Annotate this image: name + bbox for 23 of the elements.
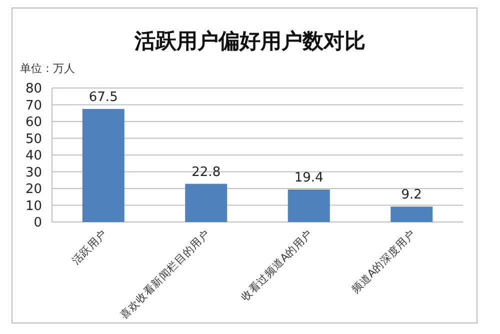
y-tick-label: 10 xyxy=(25,198,42,214)
bar xyxy=(82,108,124,222)
bar xyxy=(288,190,330,222)
y-tick-label: 50 xyxy=(25,132,42,147)
y-tick-label: 20 xyxy=(25,182,42,197)
y-tick-label: 30 xyxy=(25,165,42,180)
x-tick-label: 喜欢收看新闻栏目的用户 xyxy=(117,226,212,322)
y-tick-label: 60 xyxy=(25,115,42,130)
bar xyxy=(390,206,433,222)
y-axis-title: 单位：万人 xyxy=(20,62,75,75)
y-tick-label: 80 xyxy=(25,82,42,96)
bar xyxy=(185,184,228,222)
x-tick-label: 活跃用户 xyxy=(69,226,110,268)
chart-title: 活跃用户偏好用户数对比 xyxy=(134,29,366,53)
data-label: 22.8 xyxy=(192,164,221,180)
data-label: 67.5 xyxy=(88,90,118,105)
x-tick-label: 收看过频道A的用户 xyxy=(238,226,315,304)
data-label: 19.4 xyxy=(294,170,324,186)
y-tick-label: 40 xyxy=(25,148,42,164)
y-tick-label: 70 xyxy=(25,98,42,114)
x-tick-label: 频道A的深度用户 xyxy=(349,226,418,296)
data-label: 9.2 xyxy=(401,188,422,203)
y-tick-label: 0 xyxy=(34,216,42,230)
